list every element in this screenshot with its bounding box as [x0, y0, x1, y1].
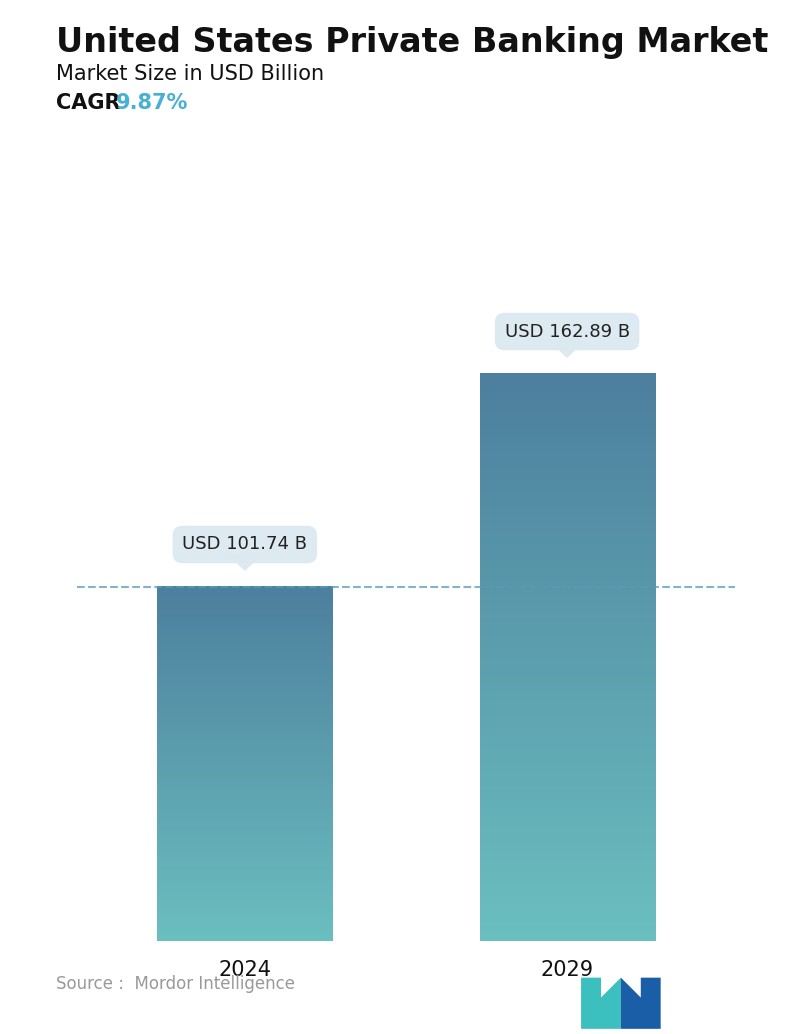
Polygon shape: [228, 553, 263, 570]
Polygon shape: [581, 978, 621, 1029]
Text: 9.87%: 9.87%: [115, 93, 188, 113]
Text: Market Size in USD Billion: Market Size in USD Billion: [56, 64, 324, 84]
Text: USD 162.89 B: USD 162.89 B: [505, 323, 630, 340]
Polygon shape: [621, 978, 661, 1029]
Text: United States Private Banking Market: United States Private Banking Market: [56, 26, 768, 59]
Polygon shape: [549, 340, 584, 357]
Text: CAGR: CAGR: [56, 93, 127, 113]
Text: Source :  Mordor Intelligence: Source : Mordor Intelligence: [56, 975, 295, 993]
Text: USD 101.74 B: USD 101.74 B: [182, 536, 307, 553]
